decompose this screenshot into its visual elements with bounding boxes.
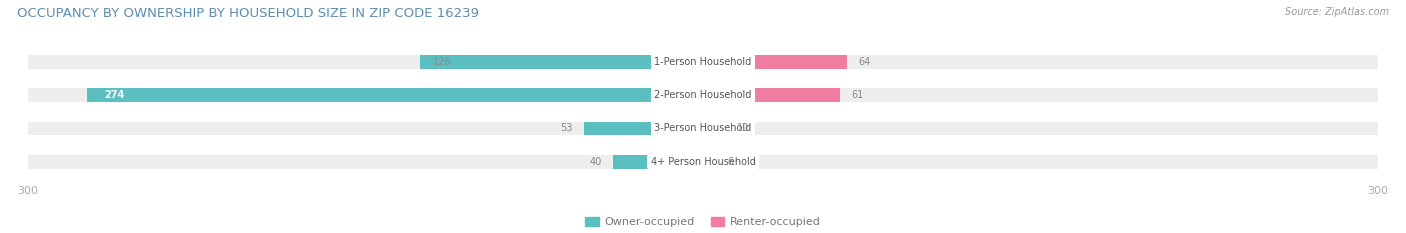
Text: 274: 274	[104, 90, 125, 100]
Text: 1-Person Household: 1-Person Household	[654, 57, 752, 67]
Bar	[28, 88, 1378, 102]
Text: Source: ZipAtlas.com: Source: ZipAtlas.com	[1285, 7, 1389, 17]
Text: 3-Person Household: 3-Person Household	[654, 123, 752, 134]
Bar	[703, 55, 846, 69]
Bar	[703, 155, 717, 169]
Bar	[28, 155, 1378, 169]
Text: 40: 40	[589, 157, 602, 167]
Text: 10: 10	[737, 123, 749, 134]
Text: 64: 64	[858, 57, 870, 67]
Bar	[703, 88, 841, 102]
Legend: Owner-occupied, Renter-occupied: Owner-occupied, Renter-occupied	[581, 212, 825, 232]
Bar	[613, 155, 703, 169]
Text: 53: 53	[560, 123, 572, 134]
Bar	[419, 55, 703, 69]
Bar	[583, 122, 703, 135]
Bar	[28, 55, 1378, 69]
Bar	[703, 122, 725, 135]
Text: 61: 61	[852, 90, 863, 100]
Bar	[28, 122, 1378, 135]
Text: OCCUPANCY BY OWNERSHIP BY HOUSEHOLD SIZE IN ZIP CODE 16239: OCCUPANCY BY OWNERSHIP BY HOUSEHOLD SIZE…	[17, 7, 479, 20]
Bar	[87, 88, 703, 102]
Text: 4+ Person Household: 4+ Person Household	[651, 157, 755, 167]
Text: 2-Person Household: 2-Person Household	[654, 90, 752, 100]
Text: 126: 126	[433, 57, 451, 67]
Text: 6: 6	[728, 157, 734, 167]
